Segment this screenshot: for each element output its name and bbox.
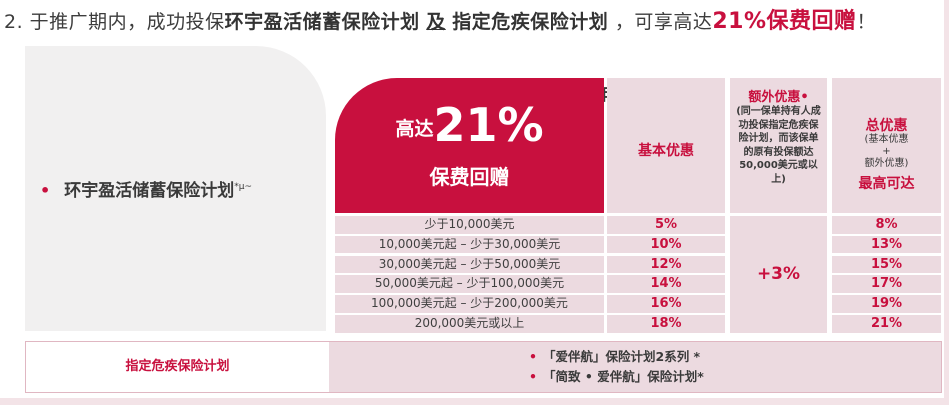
header-basic-discount: 基本优惠 (607, 78, 725, 213)
headline: 2. 于推广期内，成功投保环宇盈活储蓄保险计划 及 指定危疾保险计划 ，可享高达… (4, 4, 944, 40)
headline-plan-a: 环宇盈活储蓄保险计划 (224, 11, 420, 33)
designated-plan-name: 「爱伴航」保险计划2系列 * (543, 349, 701, 364)
list-item: • 「爱伴航」保险计划2系列 * (529, 347, 704, 367)
table-row-range: 200,000美元或以上 (335, 315, 604, 333)
plan-panel (25, 46, 326, 331)
designated-plans-list: • 「爱伴航」保险计划2系列 * • 「简致 • 爱伴航」保险计划* (529, 347, 704, 387)
header-total-discount: 总优惠 (基本优惠 + 额外优惠) 最高可达 (832, 78, 941, 213)
designated-plans-label: 指定危疾保险计划 (26, 342, 329, 392)
headline-suffix: ！ (856, 11, 877, 33)
extra-discount-value: +3% (730, 216, 827, 333)
promo-value: 21% (433, 98, 544, 152)
table-row-basic: 5% (607, 216, 725, 234)
headline-prefix: 2. 于推广期内，成功投保 (4, 11, 225, 33)
table-row-basic: 10% (607, 235, 725, 254)
table-row-total: 8% (832, 216, 941, 234)
table-row-total: 15% (832, 255, 941, 274)
header-basic-label: 基本优惠 (638, 143, 694, 159)
header-extra-title: 额外优惠• (748, 90, 809, 105)
bullet-icon: • (529, 369, 537, 384)
promo-prefix: 高达 (395, 118, 434, 140)
bullet-icon: • (40, 181, 51, 200)
table-row-basic: 16% (607, 295, 725, 313)
header-extra-description: (同一保单持有人成功投保指定危疾保险计划，而该保单的原有投保额达50,000美元… (736, 106, 821, 185)
header-total-title: 总优惠 (865, 118, 908, 134)
table-row-basic: 18% (607, 315, 725, 333)
table-row-range: 少于10,000美元 (335, 216, 604, 234)
plan-footnote-marks: *µ~ (234, 182, 253, 192)
headline-highlight: 21%保费回赠 (712, 9, 857, 34)
promo-block: 高达21% 保费回赠 (335, 78, 604, 213)
plan-name: • 环宇盈活储蓄保险计划*µ~ (40, 176, 252, 201)
designated-plans-box: 指定危疾保险计划 • 「爱伴航」保险计划2系列 * • 「简致 • 爱伴航」保险计划… (25, 341, 942, 393)
table-row-basic: 12% (607, 255, 725, 274)
designated-plan-name: 「简致 • 爱伴航」保险计划* (543, 369, 704, 384)
bottom-edge-strip (0, 398, 949, 405)
table-row-range: 100,000美元起 – 少于200,000美元 (335, 295, 604, 313)
table-row-range: 30,000美元起 – 少于50,000美元 (335, 255, 604, 274)
table-row-total: 19% (832, 295, 941, 313)
table-row-range: 50,000美元起 – 少于100,000美元 (335, 275, 604, 293)
bullet-icon: • (529, 349, 537, 364)
right-edge-strip (944, 0, 949, 405)
header-total-max: 最高可达 (858, 176, 915, 192)
plan-name-text: 环宇盈活储蓄保险计划 (64, 181, 235, 201)
header-total-description: (基本优惠 + 额外优惠) (864, 134, 909, 169)
headline-conjunction: 及 (426, 11, 446, 33)
promo-subtitle: 保费回赠 (429, 165, 510, 189)
headline-middle: ，可享高达 (614, 11, 713, 33)
header-extra-discount: 额外优惠• (同一保单持有人成功投保指定危疾保险计划，而该保单的原有投保额达50… (730, 78, 827, 213)
table-row-basic: 14% (607, 275, 725, 293)
list-item: • 「简致 • 爱伴航」保险计划* (529, 367, 704, 387)
table-row-total: 13% (832, 235, 941, 254)
table-row-total: 17% (832, 275, 941, 293)
table-row-range: 10,000美元起 – 少于30,000美元 (335, 235, 604, 254)
headline-plan-b: 指定危疾保险计划 (452, 11, 609, 33)
table-row-total: 21% (832, 315, 941, 333)
